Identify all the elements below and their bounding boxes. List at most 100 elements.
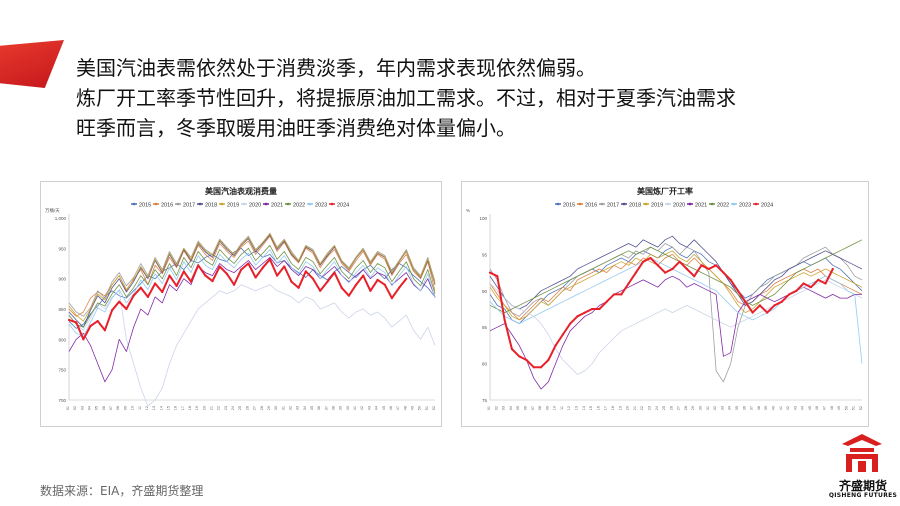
chart2-legend-item-2021: 2021 [687,203,707,209]
chart1-xtick-label: 10 [131,406,135,410]
chart1-ytick-label: 800 [58,337,66,342]
chart2-point-2024 [736,289,740,292]
chart1-point-2024 [168,274,171,277]
chart2-legend-item-2016: 2016 [577,203,597,209]
chart2-ytick-label: 90 [482,289,488,294]
chart2-point-2024 [569,322,572,325]
chart2-legend-label: 2016 [585,203,597,209]
chart2-legend-marker [622,202,626,206]
chart1-legend-label: 2024 [337,203,349,209]
chart2-xtick-label: 50 [844,406,848,410]
chart1-point-2024 [89,324,92,328]
chart2-xtick-label: 27 [677,406,681,410]
chart2-xtick-label: 09 [545,406,549,410]
chart1-legend-label: 2022 [293,203,305,209]
chart1-legend-marker [330,202,334,206]
chart1-xtick-label: 39 [339,406,343,410]
chart1-point-2024 [390,296,394,300]
chart2-point-2024 [751,311,754,314]
chart1-point-2024 [362,274,365,277]
chart1-xtick-label: 25 [238,406,242,410]
chart2-legend-item-2019: 2019 [643,203,663,209]
headline-line-1: 美国汽油表需依然处于消费淡季，年内需求表现依然偏弱。 [76,56,596,80]
chart2-xtick-label: 40 [771,406,775,410]
chart2-xtick-label: 23 [647,406,651,410]
headline: 美国汽油表需依然处于消费淡季，年内需求表现依然偏弱。 炼厂开工率季节性回升，将提… [76,53,876,143]
chart2-point-2024 [656,264,659,267]
chart1-series-2017 [68,232,436,317]
chart2-point-2024 [496,275,499,278]
chart1-series-2022 [68,244,436,328]
chart1-legend-label: 2020 [249,203,261,209]
chart2-legend-marker [666,202,670,206]
chart1-series-2015 [68,247,436,329]
chart2-xtick-label: 51 [852,406,856,410]
chart2-point-2024 [612,293,616,296]
chart1-series-2023 [68,249,436,337]
chart2-point-2024 [831,267,834,271]
chart1-point-2024 [276,274,279,277]
chart2-point-2024 [488,271,492,274]
chart2-point-2024 [685,267,689,271]
chart2-xtick-label: 47 [823,406,827,410]
chart1-xtick-label: 08 [116,406,120,410]
chart1-series-2019 [68,233,436,322]
chart1-xtick-label: 02 [73,406,77,410]
chart1-point-2024 [175,284,178,288]
chart2-xtick-label: 46 [815,406,819,410]
chart2-legend-item-2018: 2018 [621,203,641,209]
chart1-xtick-label: 22 [217,406,221,410]
chart1-xtick-label: 48 [403,406,407,410]
chart1-point-2024 [261,266,264,269]
chart2-point-2024 [715,264,718,267]
chart2-xtick-label: 43 [793,406,797,410]
chart2-xtick-label: 28 [684,406,688,410]
chart1-point-2024 [96,320,99,323]
chart1-point-2024 [225,272,228,275]
chart2-xtick-label: 36 [742,406,746,410]
chart1-ytick-label: 700 [58,398,66,403]
chart2-legend-label: 2017 [607,203,619,209]
chart2-legend-item-2022: 2022 [709,203,729,209]
chart1-xtick-label: 47 [396,406,400,410]
chart2-legend-label: 2015 [563,203,575,209]
chart2-point-2024 [525,358,528,362]
qisheng-logo-icon [830,432,894,498]
chart1-ylabel: 万桶/天 [45,207,60,214]
chart2-point-2024 [671,267,674,271]
chart2-legend-item-2023: 2023 [731,203,751,209]
chart1-point-2024 [405,277,408,280]
chart1-legend-label: 2021 [271,203,283,209]
chart1-legend-item-2022: 2022 [285,203,305,209]
chart1-xtick-label: 19 [195,406,199,410]
chart2-point-2024 [722,271,725,274]
chart1-point-2024 [354,283,358,286]
chart1-xtick-label: 28 [260,406,264,410]
chart2-xtick-label: 38 [757,406,761,410]
chart1-legend-marker [132,202,136,206]
chart1-xtick-label: 07 [109,406,113,410]
chart2-series-2018 [489,235,863,310]
refinery-utilization-chart: 美国炼厂开工率 2015 2016 2017 2018 2019 2020 2021 2022 2… [461,181,869,427]
chart2-xtick-label: 39 [764,406,768,410]
chart1-xtick-label: 03 [80,406,84,410]
chart2-xtick-label: 24 [655,406,659,410]
chart1-point-2024 [161,290,164,294]
logo-subtitle: QISHENG FUTURES [828,492,898,499]
chart2-ytick-label: 75 [482,398,488,403]
chart2-point-2024 [591,307,594,311]
chart1-xtick-label: 09 [123,406,127,410]
chart1-xtick-label: 30 [274,406,278,410]
chart1-legend-marker [308,202,312,206]
chart2-xtick-label: 20 [626,406,630,410]
chart2-point-2024 [532,366,535,369]
chart1-point-2024 [254,276,257,279]
chart2-xtick-label: 44 [801,406,805,410]
chart2-point-2024 [693,275,696,278]
chart2-xtick-label: 03 [502,406,506,410]
chart2-xtick-label: 06 [523,406,527,410]
chart2-point-2024 [539,366,543,369]
chart2-legend-label: 2020 [673,203,685,209]
chart2-legend-marker [732,202,736,206]
